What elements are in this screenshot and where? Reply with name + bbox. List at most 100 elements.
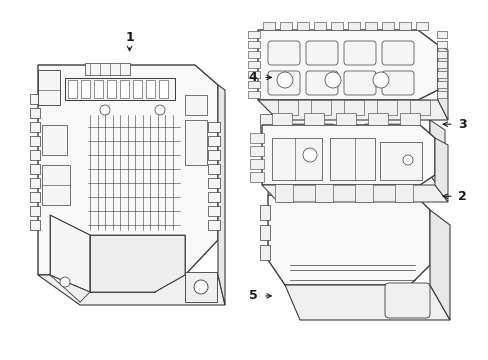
Bar	[278, 100, 297, 115]
Polygon shape	[285, 285, 449, 320]
Bar	[314, 184, 332, 202]
Bar	[310, 100, 330, 115]
Bar	[247, 71, 260, 78]
FancyBboxPatch shape	[315, 149, 333, 167]
Polygon shape	[267, 180, 414, 195]
FancyBboxPatch shape	[343, 71, 375, 95]
Text: 5: 5	[248, 289, 257, 302]
Bar	[85, 63, 130, 75]
Bar	[30, 150, 40, 160]
Circle shape	[155, 105, 164, 115]
Bar	[280, 22, 291, 30]
Polygon shape	[280, 105, 429, 175]
Bar	[377, 181, 391, 194]
Bar	[247, 91, 260, 98]
Bar	[207, 206, 220, 216]
Circle shape	[194, 280, 207, 294]
FancyBboxPatch shape	[267, 71, 299, 95]
Text: 1: 1	[125, 31, 134, 44]
Bar	[304, 113, 324, 125]
Text: 4: 4	[248, 71, 257, 84]
Bar	[146, 80, 155, 98]
Polygon shape	[429, 210, 449, 320]
Bar	[317, 181, 331, 194]
Bar	[436, 71, 446, 78]
Bar	[207, 192, 220, 202]
Circle shape	[276, 72, 292, 88]
Bar	[42, 125, 67, 155]
Bar	[329, 138, 374, 180]
Bar	[415, 22, 427, 30]
Bar	[207, 220, 220, 230]
Bar	[357, 181, 371, 194]
Bar	[296, 22, 308, 30]
Polygon shape	[267, 195, 429, 285]
Polygon shape	[280, 175, 444, 195]
FancyBboxPatch shape	[267, 41, 299, 65]
FancyBboxPatch shape	[339, 149, 357, 167]
Polygon shape	[218, 85, 224, 305]
Bar	[120, 80, 129, 98]
Bar	[271, 138, 321, 180]
Bar	[367, 113, 387, 125]
Bar	[335, 113, 355, 125]
Bar	[376, 100, 396, 115]
Bar	[436, 61, 446, 68]
FancyBboxPatch shape	[387, 149, 405, 167]
Bar	[271, 113, 291, 125]
Bar	[207, 164, 220, 174]
Bar	[436, 51, 446, 58]
Bar	[399, 113, 419, 125]
Text: 2: 2	[457, 190, 466, 203]
FancyBboxPatch shape	[384, 283, 429, 318]
Bar	[68, 80, 77, 98]
Bar	[260, 225, 269, 240]
Polygon shape	[38, 65, 218, 275]
Polygon shape	[258, 30, 437, 100]
Bar	[364, 22, 376, 30]
Bar	[30, 94, 40, 104]
Bar	[42, 165, 70, 205]
Bar	[436, 41, 446, 48]
Bar	[436, 81, 446, 88]
Circle shape	[402, 155, 412, 165]
Bar	[381, 22, 393, 30]
Bar	[30, 122, 40, 132]
FancyBboxPatch shape	[363, 124, 381, 142]
Bar	[247, 51, 260, 58]
Bar	[30, 206, 40, 216]
Bar	[354, 184, 372, 202]
Bar	[159, 80, 168, 98]
Polygon shape	[262, 125, 434, 185]
Bar	[207, 122, 220, 132]
Polygon shape	[38, 275, 224, 305]
Bar	[30, 220, 40, 230]
FancyBboxPatch shape	[381, 71, 413, 95]
Bar	[260, 205, 269, 220]
Bar	[337, 181, 351, 194]
FancyBboxPatch shape	[305, 41, 337, 65]
Bar	[394, 184, 412, 202]
FancyBboxPatch shape	[381, 41, 413, 65]
Bar	[263, 22, 274, 30]
Bar	[30, 192, 40, 202]
FancyBboxPatch shape	[305, 71, 337, 95]
Bar	[30, 164, 40, 174]
Bar	[247, 61, 260, 68]
Bar	[260, 245, 269, 260]
Bar	[274, 184, 292, 202]
Circle shape	[100, 105, 110, 115]
Polygon shape	[258, 100, 447, 120]
Bar	[247, 41, 260, 48]
FancyBboxPatch shape	[363, 149, 381, 167]
Bar	[343, 100, 363, 115]
Bar	[133, 80, 142, 98]
Bar	[207, 150, 220, 160]
Bar	[30, 178, 40, 188]
Bar	[436, 91, 446, 98]
Polygon shape	[434, 138, 447, 202]
Bar	[264, 93, 283, 105]
Bar	[260, 114, 282, 132]
Bar	[379, 142, 421, 180]
Bar	[247, 81, 260, 88]
